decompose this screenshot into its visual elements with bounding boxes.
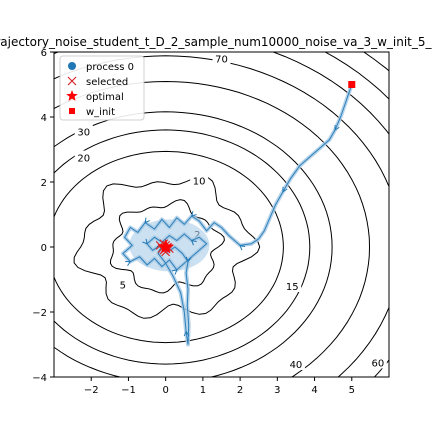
- process-0-arrow: [125, 261, 132, 267]
- process-0-arrow: [144, 217, 150, 224]
- legend-selected-icon: [67, 76, 77, 86]
- legend-box: [59, 55, 145, 121]
- y-tick-label: 6: [41, 48, 47, 59]
- chart-title: trajectory_noise_student_t_D_2_sample_nu…: [0, 35, 432, 49]
- x-tick-label: 0: [162, 385, 168, 396]
- contour-label-bg: [190, 173, 209, 187]
- y-tick-label: 2: [41, 178, 47, 189]
- contour-level-5: [73, 176, 261, 319]
- contour-label: 10: [193, 176, 206, 187]
- w-init-marker: [348, 81, 356, 88]
- legend: process 0 selected optimal w_init: [59, 55, 145, 121]
- process-0-arrow: [171, 269, 178, 275]
- contour-level-20: [54, 111, 333, 377]
- legend-label: process 0: [86, 62, 134, 73]
- marker-layer: [155, 81, 356, 257]
- contour-label: 20: [77, 154, 90, 165]
- process-0-arrow: [185, 256, 192, 263]
- process-0-arrow: [183, 330, 190, 337]
- contour-label: 40: [290, 360, 303, 371]
- legend-w-init-icon: [69, 108, 75, 114]
- x-tick-label: 4: [311, 385, 317, 396]
- contour-label-bg: [74, 124, 93, 138]
- process-0-line: [122, 84, 353, 345]
- trajectory-series: [122, 84, 353, 345]
- y-axis: −4 −2 0 2 4 6: [32, 48, 54, 384]
- process-0-arrow: [190, 239, 197, 246]
- y-tick-label: 4: [41, 113, 47, 124]
- legend-label: selected: [86, 77, 128, 88]
- contour-label: 30: [77, 128, 90, 139]
- process-0-arrow: [282, 186, 288, 193]
- y-tick-label: −2: [32, 308, 47, 319]
- process-0-arrow: [142, 238, 148, 245]
- contour-label-bg: [212, 51, 231, 65]
- x-tick-label: −1: [121, 385, 136, 396]
- contour-label: 15: [286, 282, 299, 293]
- contour-label-bg: [368, 355, 387, 369]
- process-0-arrow: [239, 244, 246, 251]
- legend-process-0-icon: [68, 62, 76, 70]
- contour-label: 60: [371, 358, 384, 369]
- plot-frame: [53, 51, 390, 378]
- contour-label-bg: [286, 357, 305, 370]
- x-tick-label: −2: [84, 385, 99, 396]
- legend-optimal-icon: [66, 90, 78, 101]
- y-tick-label: 0: [41, 243, 47, 254]
- x-tick-label: 2: [237, 385, 243, 396]
- x-tick-label: 3: [274, 385, 280, 396]
- x-tick-label: 5: [349, 385, 355, 396]
- contour-label-bg: [74, 150, 93, 164]
- contour-level-40: [54, 55, 389, 377]
- x-tick-label: 1: [200, 385, 206, 396]
- contour-label-bg: [283, 279, 302, 292]
- contour-level-2: [109, 199, 225, 294]
- y-tick-label: −4: [32, 373, 47, 384]
- legend-label: optimal: [86, 92, 124, 103]
- process-0-arrow: [191, 211, 197, 217]
- legend-label: w_init: [86, 107, 115, 118]
- contour-level-15: [54, 129, 311, 365]
- contour-level-10: [54, 150, 284, 344]
- contour-level-50: [54, 52, 389, 377]
- contour-label-bg: [113, 277, 132, 291]
- process-0-arrow: [334, 124, 340, 131]
- optimal-marker: [158, 239, 174, 254]
- contour-label: 5: [120, 280, 126, 291]
- contour-level-30: [54, 80, 371, 377]
- x-axis: −2 −1 0 1 2 3 4 5: [84, 377, 355, 396]
- contour-label: 70: [215, 55, 228, 66]
